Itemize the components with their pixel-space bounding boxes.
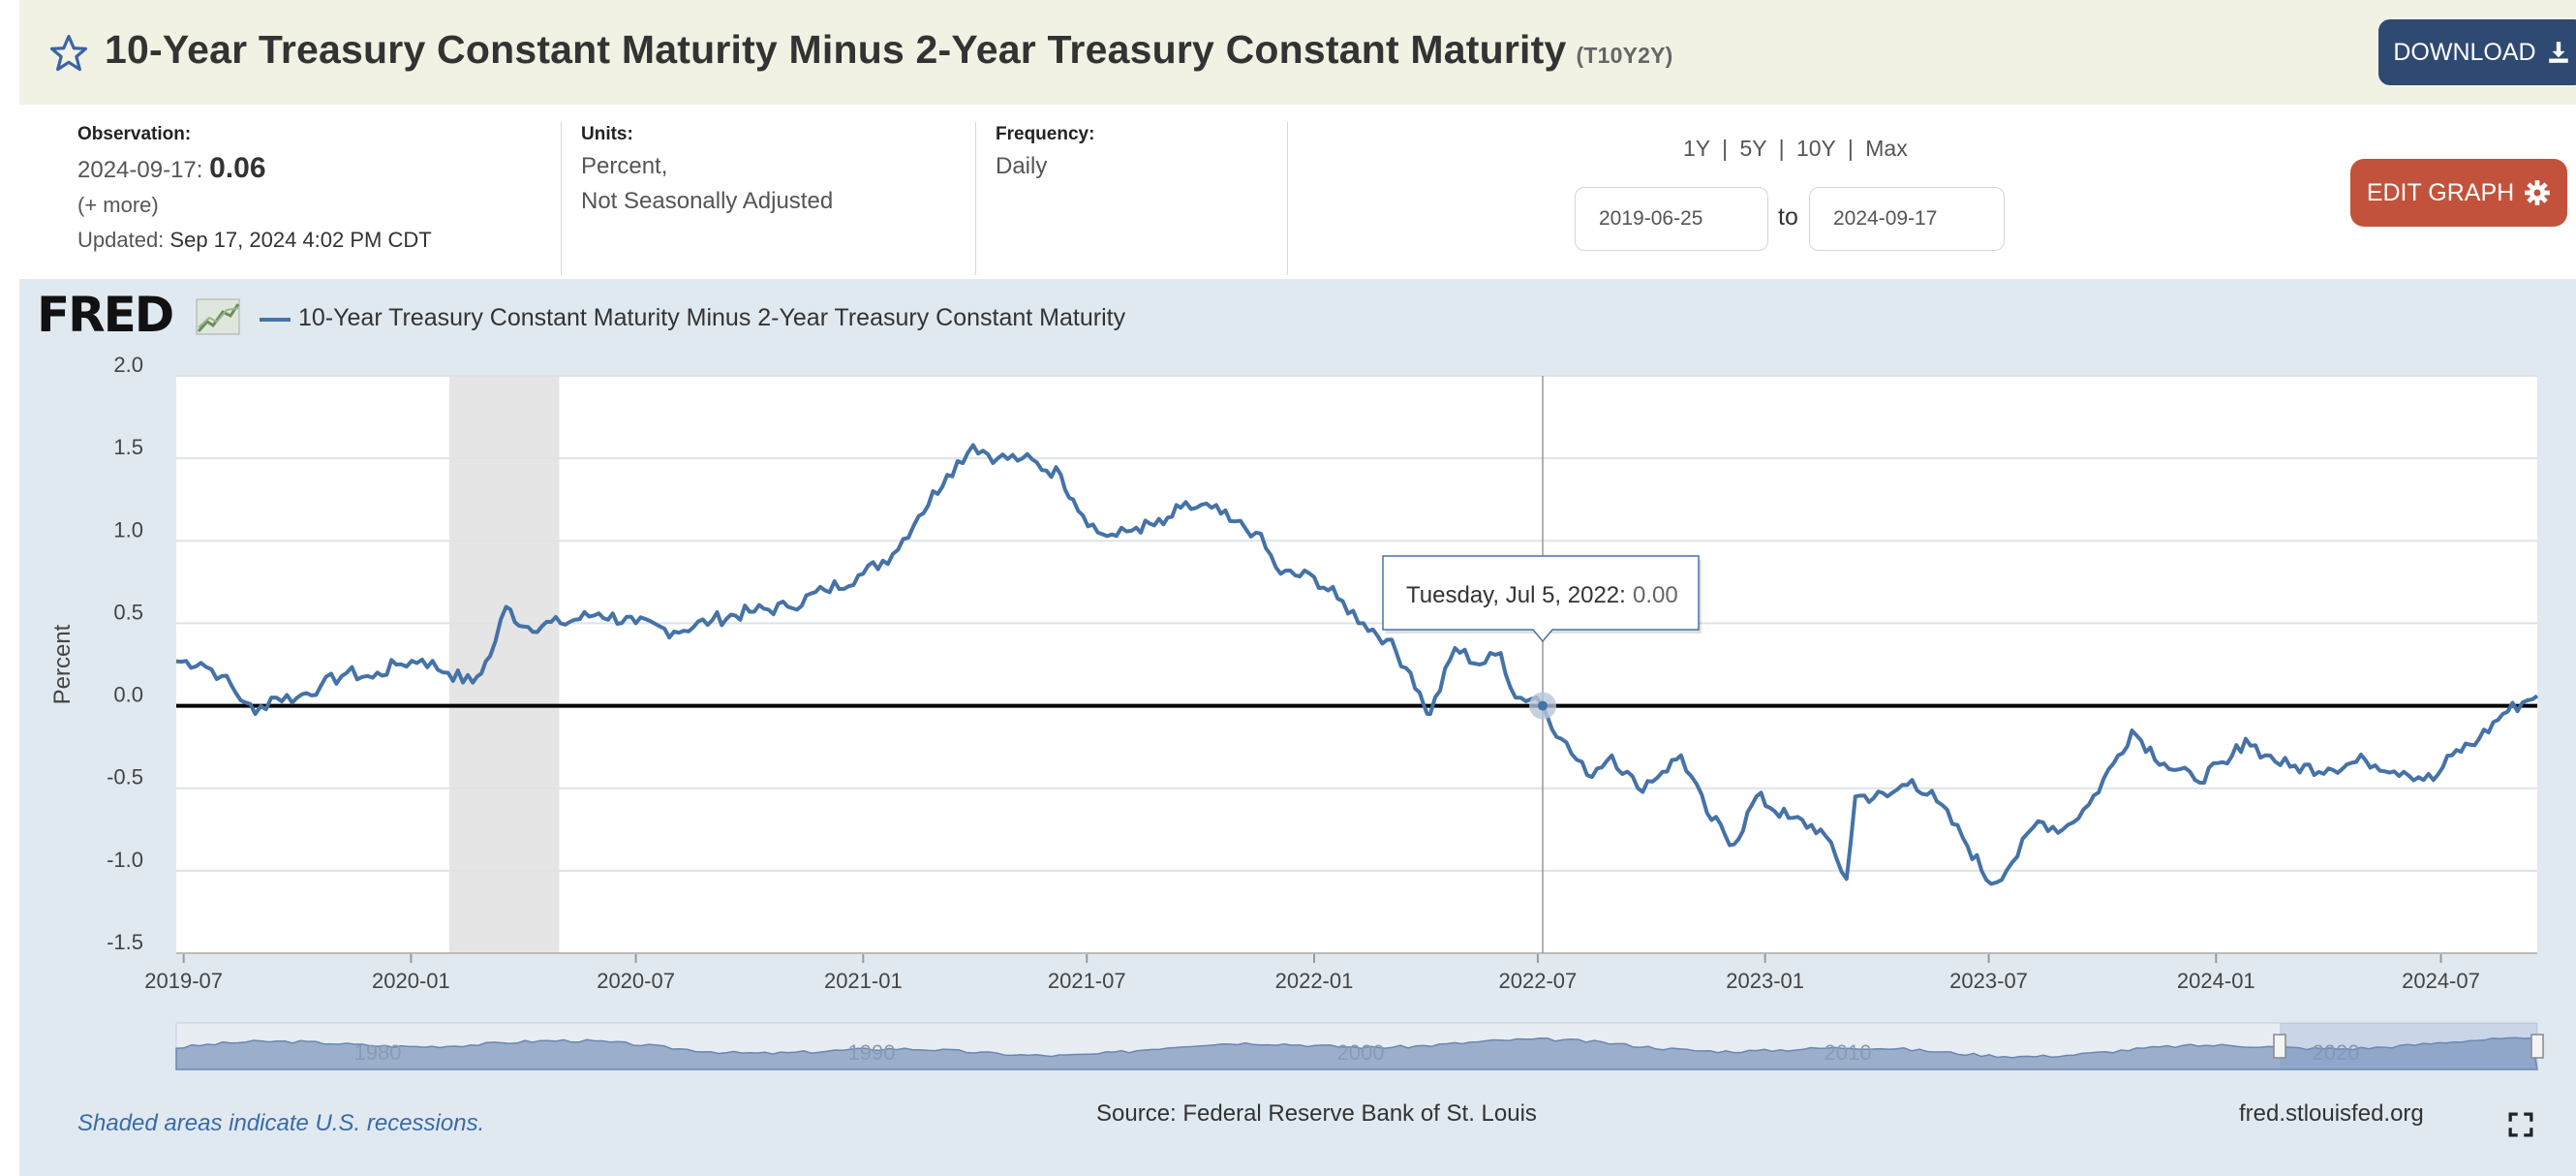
navigator-label: 2000	[1337, 1040, 1385, 1065]
divider	[561, 122, 562, 275]
navigator-handle[interactable]	[2273, 1034, 2286, 1059]
observation-label: Observation:	[77, 124, 192, 144]
tooltip-box	[1382, 555, 1700, 643]
legend-swatch	[260, 318, 291, 322]
y-tick-label: 1.5	[113, 435, 143, 459]
gear-icon	[2525, 180, 2551, 205]
x-tick-label: 2020-01	[372, 969, 450, 993]
y-tick-label: -1.5	[107, 930, 143, 954]
units-block: Units: Percent, Not Seasonally Adjusted	[581, 124, 833, 219]
divider	[975, 122, 976, 275]
end-date-input[interactable]: 2024-09-17	[1809, 187, 2005, 251]
series-title: 10-Year Treasury Constant Maturity Minus…	[105, 27, 1567, 72]
star-icon[interactable]	[48, 33, 89, 74]
updated-label: Updated:	[77, 228, 165, 252]
x-tick-label: 2021-07	[1048, 969, 1126, 993]
x-tick-label: 2021-01	[824, 969, 903, 993]
y-tick-label: 2.0	[113, 353, 143, 377]
series-line[interactable]	[175, 443, 2539, 886]
tooltip-value: 0.00	[1633, 582, 1678, 608]
line-chart[interactable]: 2.0 1.5 1.0 0.5 0.0 -0.5 -1.0 -1.5 Percent 2019-0…	[19, 279, 2576, 1176]
navigator-label: 2020	[2313, 1040, 2360, 1065]
x-tick-label: 2024-01	[2177, 969, 2255, 993]
range-options: 1Y | 5Y | 10Y | Max	[1683, 136, 1908, 162]
to-label: to	[1778, 203, 1798, 231]
updated-value: Sep 17, 2024 4:02 PM CDT	[169, 228, 432, 252]
recession-shade	[448, 376, 560, 953]
frequency-block: Frequency: Daily	[996, 124, 1094, 184]
range-10y[interactable]: 10Y	[1795, 136, 1836, 161]
download-button[interactable]: DOWNLOAD	[2378, 19, 2576, 85]
frequency-value: Daily	[996, 153, 1048, 179]
source-label: Source: Federal Reserve Bank of St. Loui…	[1096, 1100, 1537, 1127]
fred-chart-icon	[196, 298, 240, 335]
fullscreen-icon[interactable]	[2508, 1112, 2533, 1137]
units-line2: Not Seasonally Adjusted	[581, 188, 834, 214]
download-label: DOWNLOAD	[2393, 38, 2536, 66]
graph-panel: 2.0 1.5 1.0 0.5 0.0 -0.5 -1.0 -1.5 Percent 2019-0…	[19, 279, 2576, 1176]
updated-line: Updated: Sep 17, 2024 4:02 PM CDT	[77, 223, 432, 258]
frequency-label: Frequency:	[996, 124, 1095, 144]
navigator-label: 2010	[1825, 1040, 1872, 1065]
observation-line: 2024-09-17: 0.06	[77, 151, 432, 188]
recession-note: Shaded areas indicate U.S. recessions.	[77, 1110, 485, 1136]
x-tick-label: 2023-07	[1949, 969, 2028, 993]
navigator-label: 1990	[848, 1040, 896, 1065]
series-id: (T10Y2Y)	[1576, 43, 1673, 68]
y-tick-label: 1.0	[113, 517, 143, 542]
edit-graph-button[interactable]: EDIT GRAPH	[2350, 159, 2567, 227]
y-tick-label: -1.0	[107, 848, 143, 872]
x-tick-label: 2022-07	[1499, 969, 1578, 993]
navigator-label: 1980	[354, 1040, 402, 1065]
edit-graph-label: EDIT GRAPH	[2366, 178, 2515, 206]
legend-label: 10-Year Treasury Constant Maturity Minus…	[298, 304, 1126, 331]
x-tick-label: 2020-07	[597, 969, 675, 993]
range-sep: |	[1722, 136, 1729, 161]
observation-block: Observation: 2024-09-17: 0.06 (+ more) U…	[77, 124, 432, 258]
fred-logo: FRED	[37, 287, 174, 343]
title-bar: 10-Year Treasury Constant Maturity Minus…	[19, 0, 2576, 105]
navigator-selection[interactable]	[2280, 1023, 2537, 1069]
navigator-series	[175, 1037, 2538, 1070]
y-tick-label: 0.5	[113, 600, 143, 624]
divider	[1287, 122, 1288, 275]
navigator-handle[interactable]	[2530, 1034, 2544, 1059]
units-label: Units:	[581, 124, 633, 144]
range-max[interactable]: Max	[1865, 136, 1908, 161]
range-1y[interactable]: 1Y	[1683, 136, 1710, 161]
more-link[interactable]: (+ more)	[77, 193, 159, 217]
plot-area	[176, 376, 2537, 953]
x-tick-label: 2024-07	[2402, 969, 2480, 993]
download-icon	[2548, 42, 2568, 63]
x-tick-label: 2019-07	[144, 969, 223, 993]
page-title: 10-Year Treasury Constant Maturity Minus…	[105, 27, 1673, 73]
start-date-input[interactable]: 2019-06-25	[1575, 187, 1768, 251]
units-line1: Percent,	[581, 153, 668, 179]
range-5y[interactable]: 5Y	[1739, 136, 1767, 161]
y-tick-label: -0.5	[107, 765, 143, 789]
y-axis-title: Percent	[49, 624, 76, 704]
observation-date: 2024-09-17:	[77, 157, 203, 183]
y-tick-label: 0.0	[113, 683, 143, 707]
range-sep: |	[1847, 136, 1854, 161]
x-tick-label: 2023-01	[1726, 969, 1804, 993]
tooltip-point	[1538, 700, 1549, 711]
range-sep: |	[1778, 136, 1785, 161]
tooltip-label: Tuesday, Jul 5, 2022:	[1406, 582, 1626, 608]
observation-value: 0.06	[209, 152, 266, 184]
fred-url[interactable]: fred.stlouisfed.org	[2239, 1100, 2424, 1127]
x-tick-label: 2022-01	[1275, 969, 1354, 993]
